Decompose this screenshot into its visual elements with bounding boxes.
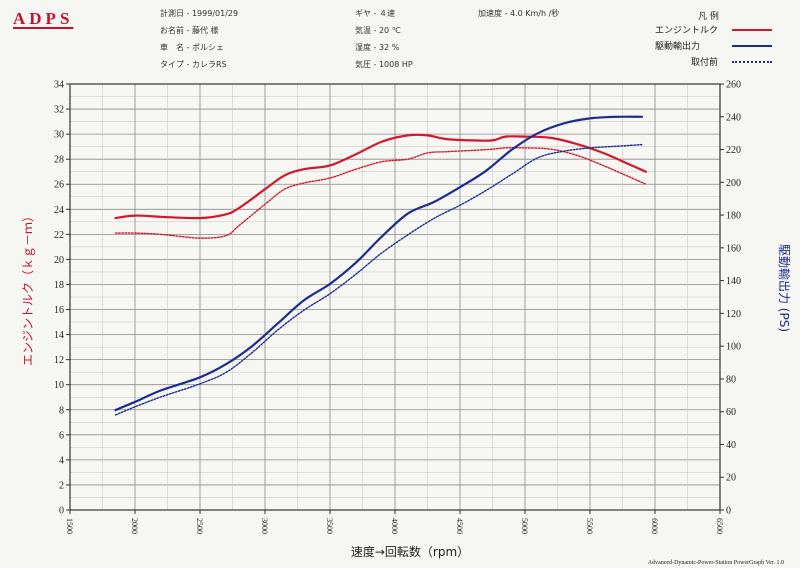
legend-swatch-torque <box>732 29 772 31</box>
x-tick-label: 2500 <box>195 518 204 534</box>
x-tick-label: 5000 <box>520 518 529 534</box>
y-right-tick-label: 100 <box>726 342 741 353</box>
info-date: 計測日 - 1999/01/29 <box>160 9 239 18</box>
y-right-tick-label: 120 <box>726 309 741 320</box>
chart-series <box>114 115 647 416</box>
y-left-tick-label: 30 <box>54 130 64 141</box>
y-right-tick-label: 0 <box>726 506 731 517</box>
info-temp: 気温 - 20 ℃ <box>355 26 401 35</box>
y-right-tick-label: 160 <box>726 243 741 254</box>
legend-label-torque: エンジントルク <box>655 26 719 36</box>
y-left-tick-label: 2 <box>59 480 64 491</box>
y-left-tick-label: 8 <box>59 405 64 416</box>
x-tick-label: 5500 <box>585 518 594 534</box>
y-left-tick-label: 26 <box>54 180 64 191</box>
footer-credit: Advanced-Dynamic-Power-Station PowerGrap… <box>647 560 784 566</box>
info-pressure: 気圧 - 1008 HP <box>355 60 413 69</box>
info-type: タイプ - カレラRS <box>160 60 227 69</box>
info-accel: 加速度 - 4.0 Km/h /秒 <box>478 9 560 18</box>
y-left-tick-label: 34 <box>54 80 64 91</box>
y-right-tick-label: 220 <box>726 145 741 156</box>
x-axis-label: 速度→回転数（rpm） <box>351 544 469 559</box>
y-left-tick-label: 22 <box>54 230 64 241</box>
series-line-2 <box>114 115 644 412</box>
y-right-tick-label: 80 <box>726 374 736 385</box>
y-left-tick-label: 16 <box>54 305 64 316</box>
x-tick-label: 4500 <box>455 518 464 534</box>
legend-title: 凡 例 <box>698 12 719 22</box>
legend-label-power: 駆動輸出力 <box>655 42 701 52</box>
y-left-tick-label: 24 <box>54 205 64 216</box>
y-right-tick-label: 240 <box>726 112 741 123</box>
x-tick-label: 1500 <box>65 518 74 534</box>
y-right-tick-label: 140 <box>726 276 741 287</box>
series-line-3 <box>114 143 643 416</box>
info-name: お名前 - 藤代 様 <box>160 26 219 35</box>
info-humidity: 湿度 - 32 % <box>355 43 400 52</box>
series-line-0 <box>114 133 647 220</box>
x-tick-label: 2000 <box>130 518 139 534</box>
x-tick-label: 3500 <box>325 518 334 534</box>
y-left-tick-label: 10 <box>54 380 64 391</box>
y-left-tick-label: 20 <box>54 255 64 266</box>
chart-grid <box>69 83 721 511</box>
y-right-tick-label: 200 <box>726 178 741 189</box>
y-axis-label-left: エンジントルク（ｋｇ－ｍ） <box>21 210 35 366</box>
chart-axes: 0246810121416182022242628303234020406080… <box>54 80 741 535</box>
y-right-tick-label: 20 <box>726 473 736 484</box>
y-right-tick-label: 60 <box>726 407 736 418</box>
y-axis-label-right: 駆動輸出力 (PS) <box>777 244 792 332</box>
y-left-tick-label: 4 <box>59 455 64 466</box>
y-left-tick-label: 12 <box>54 355 64 366</box>
series-line-1 <box>114 147 647 239</box>
x-tick-label: 4000 <box>390 518 399 534</box>
y-left-tick-label: 28 <box>54 155 64 166</box>
y-right-tick-label: 40 <box>726 440 736 451</box>
y-right-tick-label: 180 <box>726 211 741 222</box>
y-left-tick-label: 14 <box>54 330 64 341</box>
y-left-tick-label: 18 <box>54 280 64 291</box>
legend-swatch-before <box>732 61 772 63</box>
x-tick-label: 6000 <box>650 518 659 534</box>
y-right-tick-label: 260 <box>726 80 741 91</box>
adps-logo: ADPS <box>13 9 74 28</box>
y-left-tick-label: 32 <box>54 105 64 116</box>
x-tick-label: 6500 <box>715 518 724 534</box>
info-car: 車 名 - ポルシェ <box>160 43 224 52</box>
legend-label-before: 取付前 <box>691 58 719 68</box>
info-gear: ギヤ - ４速 <box>355 9 395 18</box>
x-tick-label: 3000 <box>260 518 269 534</box>
y-left-tick-label: 6 <box>59 430 64 441</box>
y-left-tick-label: 0 <box>59 506 64 517</box>
legend-swatch-power <box>732 45 772 47</box>
